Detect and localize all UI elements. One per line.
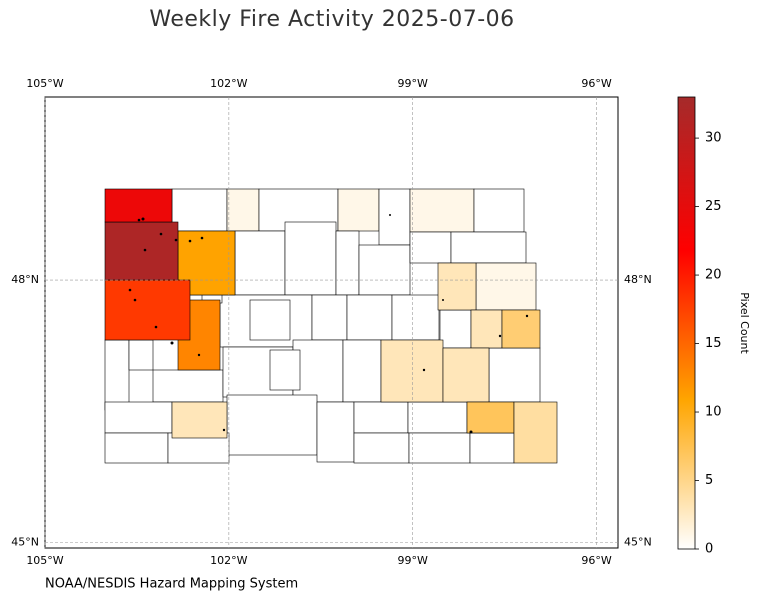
county (342, 339, 382, 403)
county (439, 309, 472, 349)
lon-label: 99°W (398, 77, 428, 90)
county (353, 401, 409, 434)
colorbar-tick-label: 15 (705, 336, 722, 351)
lat-label: 45°N (624, 536, 652, 549)
county (104, 221, 179, 281)
source-note: NOAA/NESDIS Hazard Mapping System (45, 577, 298, 592)
county (171, 401, 228, 439)
county (358, 244, 411, 296)
lat-label: 45°N (11, 536, 39, 549)
county (104, 188, 173, 223)
lon-label: 102°W (210, 77, 247, 90)
county (378, 188, 411, 246)
county (469, 432, 515, 464)
county (284, 221, 337, 296)
county (226, 188, 260, 232)
county (335, 230, 360, 296)
county (292, 339, 344, 403)
county (337, 188, 380, 232)
colorbar-tick-label: 30 (705, 131, 722, 146)
county (171, 188, 228, 232)
county (501, 309, 541, 349)
county (513, 401, 558, 464)
county (488, 347, 541, 403)
county (104, 279, 191, 341)
county (128, 339, 154, 371)
colorbar-tick-label: 20 (705, 268, 722, 283)
county (311, 294, 348, 341)
county (234, 230, 286, 296)
county (104, 339, 130, 411)
lon-label: 102°W (210, 554, 247, 567)
fire-detections (128, 214, 529, 434)
county (249, 299, 291, 341)
colorbar-tick-label: 10 (705, 405, 722, 420)
colorbar-tick-label: 0 (705, 542, 713, 557)
county (226, 394, 318, 456)
county (437, 262, 477, 311)
lon-label: 105°W (26, 554, 63, 567)
county (409, 231, 452, 264)
county (450, 231, 527, 264)
colorbar-label: Pixel Count (738, 292, 751, 354)
county (470, 309, 503, 349)
county (269, 349, 301, 391)
county (346, 294, 393, 341)
counties (104, 188, 558, 464)
county (409, 188, 475, 233)
lat-label: 48°N (11, 273, 39, 286)
county (152, 369, 224, 403)
county (473, 188, 525, 233)
map-title: Weekly Fire Activity 2025-07-06 (149, 7, 514, 32)
lon-label: 105°W (26, 77, 63, 90)
county (104, 401, 173, 434)
colorbar (677, 96, 696, 550)
county (104, 432, 169, 464)
colorbar-tick-label: 5 (705, 473, 713, 488)
lon-label: 99°W (398, 554, 428, 567)
county (466, 401, 515, 434)
lat-label: 48°N (624, 273, 652, 286)
county (353, 432, 410, 464)
lon-label: 96°W (581, 77, 611, 90)
county (316, 401, 355, 463)
lon-label: 96°W (581, 554, 611, 567)
county (408, 432, 471, 464)
county (442, 347, 490, 403)
county (475, 262, 537, 311)
county (380, 339, 444, 403)
colorbar-tick-label: 25 (705, 199, 722, 214)
graticule (44, 97, 618, 548)
county (407, 401, 468, 434)
county (391, 294, 440, 341)
